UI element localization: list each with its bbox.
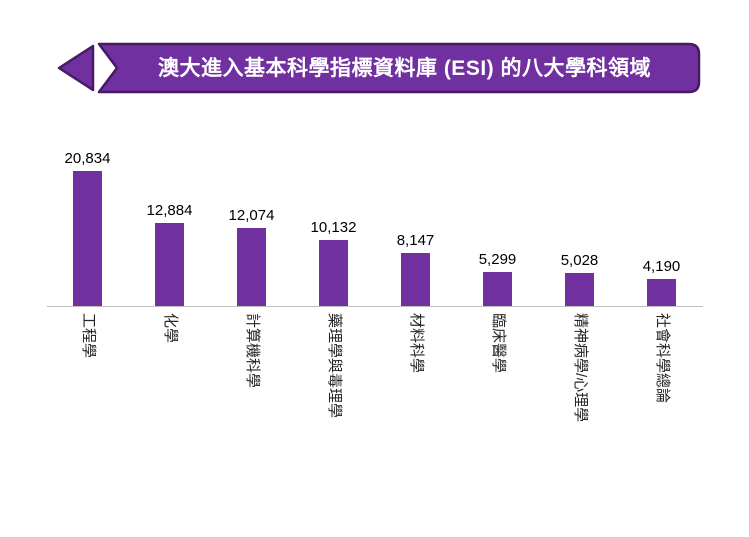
category-label: 化學 <box>161 313 179 344</box>
bar-column: 12,884 <box>129 134 211 306</box>
bar <box>237 228 266 306</box>
bar-value-label: 8,147 <box>396 232 435 249</box>
bar-value-label: 5,299 <box>478 251 517 268</box>
title-banner: 澳大進入基本科學指標資料庫 (ESI) 的八大學科領域 <box>49 40 701 96</box>
bar-value-label: 4,190 <box>642 258 681 275</box>
category-cell: 精神病學/心理學 <box>539 307 621 489</box>
category-cell: 化學 <box>129 307 211 489</box>
bar-value-label: 12,884 <box>146 202 193 219</box>
category-cell: 計算機科學 <box>211 307 293 489</box>
bar <box>401 253 430 306</box>
bar <box>565 273 594 306</box>
bar-column: 8,147 <box>375 134 457 306</box>
categories-row: 工程學 化學 計算機科學 藥理學與毒理學 材料科學 臨床醫學 精神病學/心理學 社會科學總論 <box>47 307 703 489</box>
category-cell: 社會科學總論 <box>621 307 703 489</box>
category-label: 材料科學 <box>407 313 425 374</box>
bar-column: 5,299 <box>457 134 539 306</box>
banner-body-shape <box>97 42 700 94</box>
category-label: 臨床醫學 <box>489 313 507 374</box>
bar-value-label: 20,834 <box>64 150 111 167</box>
bar-chart: 20,834 12,884 12,074 10,132 8,147 5,299 5,028 4… <box>46 134 703 489</box>
bar-value-label: 12,074 <box>228 207 275 224</box>
category-label: 藥理學與毒理學 <box>325 313 343 419</box>
category-cell: 工程學 <box>47 307 129 489</box>
banner-ribbon-shape <box>57 42 700 94</box>
category-label: 計算機科學 <box>243 313 261 389</box>
category-label: 精神病學/心理學 <box>571 313 589 423</box>
bar-column: 12,074 <box>211 134 293 306</box>
bar-column: 5,028 <box>539 134 621 306</box>
bar-column: 4,190 <box>621 134 703 306</box>
bar <box>155 223 184 306</box>
banner-arrow-icon <box>57 44 94 92</box>
chart-title: 澳大進入基本科學指標資料庫 (ESI) 的八大學科領域 <box>157 56 651 80</box>
category-cell: 材料科學 <box>375 307 457 489</box>
bar-column: 20,834 <box>47 134 129 306</box>
bar-value-label: 5,028 <box>560 252 599 269</box>
category-cell: 藥理學與毒理學 <box>293 307 375 489</box>
bar <box>647 279 676 306</box>
category-label: 社會科學總論 <box>653 313 671 404</box>
bar <box>73 171 102 306</box>
bar-column: 10,132 <box>293 134 375 306</box>
bar <box>483 272 512 306</box>
bar-value-label: 10,132 <box>310 219 357 236</box>
x-axis-line <box>46 306 703 307</box>
category-label: 工程學 <box>79 313 97 359</box>
bar <box>319 240 348 306</box>
bars-row: 20,834 12,884 12,074 10,132 8,147 5,299 5,028 4… <box>47 134 703 306</box>
category-cell: 臨床醫學 <box>457 307 539 489</box>
